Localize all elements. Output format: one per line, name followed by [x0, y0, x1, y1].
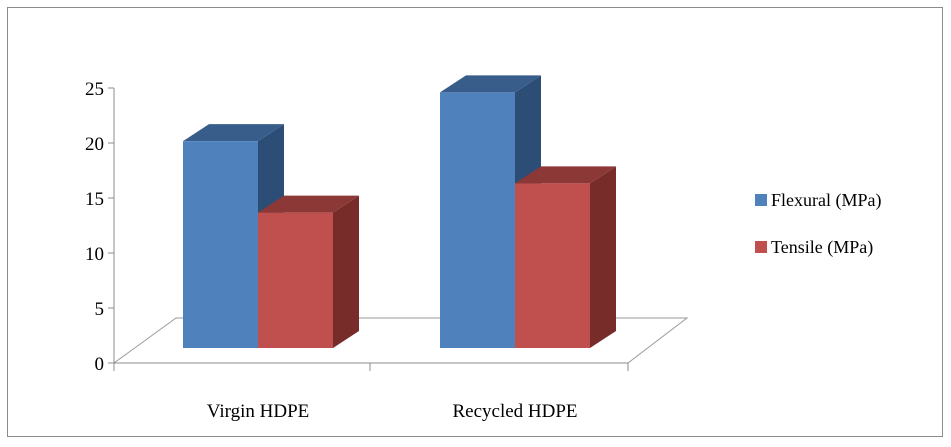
- bar-top: [515, 166, 616, 184]
- y-tick-label: 15: [85, 189, 104, 210]
- bar: [515, 183, 590, 348]
- bar: [183, 141, 258, 348]
- y-tick-label: 10: [85, 244, 104, 265]
- legend-label: Tensile (MPa): [771, 237, 873, 258]
- bar-top: [258, 195, 359, 213]
- y-tick-label: 0: [95, 354, 105, 375]
- x-category-label: Recycled HDPE: [452, 401, 577, 422]
- x-category-label: Virgin HDPE: [207, 401, 310, 422]
- bar-side: [333, 195, 359, 348]
- bar-top: [440, 75, 541, 93]
- y-tick-label: 20: [85, 134, 104, 155]
- y-tick-label: 5: [95, 299, 105, 320]
- legend-swatch: [755, 241, 767, 253]
- legend-swatch: [755, 194, 767, 206]
- bar: [258, 212, 333, 348]
- bar-side: [590, 166, 616, 348]
- legend-label: Flexural (MPa): [771, 190, 881, 211]
- bar-top: [183, 124, 284, 142]
- bar: [440, 92, 515, 348]
- y-tick-label: 25: [85, 79, 104, 100]
